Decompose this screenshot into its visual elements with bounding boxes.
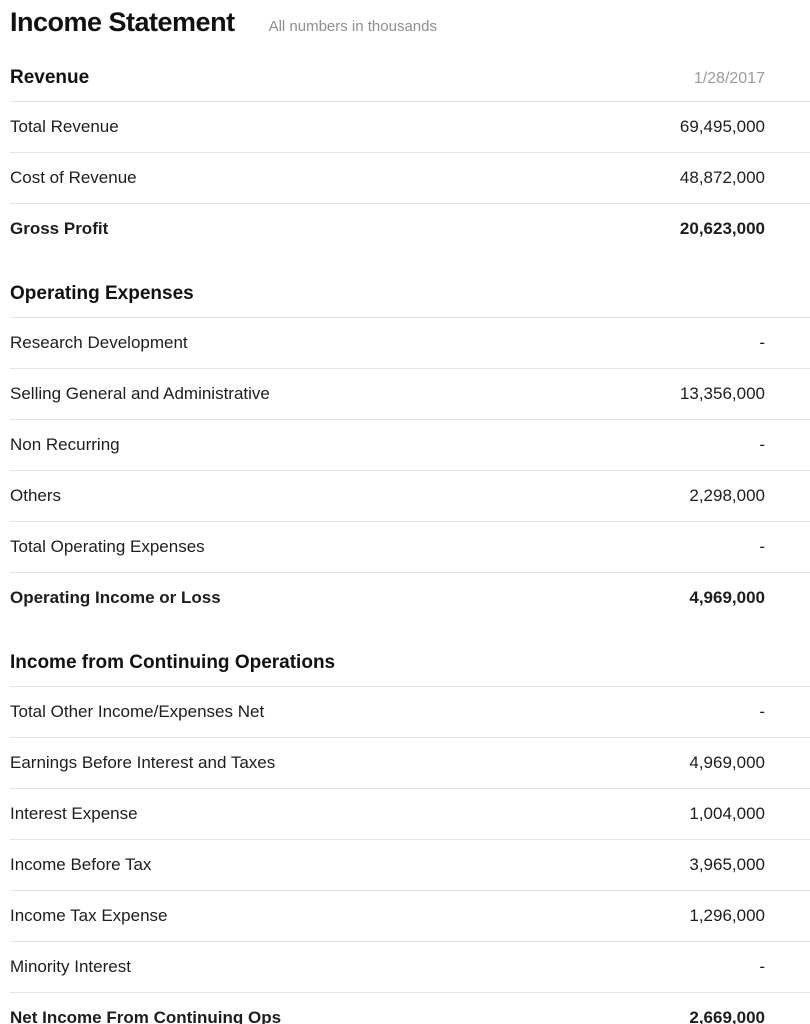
table-row: Income Before Tax 3,965,000 (10, 839, 810, 890)
row-value: - (759, 537, 765, 556)
row-label: Research Development (10, 333, 188, 352)
row-label: Income Tax Expense (10, 906, 168, 925)
row-label: Earnings Before Interest and Taxes (10, 753, 276, 772)
row-label: Interest Expense (10, 804, 138, 823)
row-value: 13,356,000 (679, 384, 765, 403)
section-header-continuing-operations: Income from Continuing Operations (10, 652, 810, 674)
row-value: - (759, 435, 765, 454)
table-row: Minority Interest - (10, 941, 810, 992)
table-row: Income Tax Expense 1,296,000 (10, 890, 810, 941)
column-date: 1/28/2017 (693, 70, 765, 87)
row-label: Minority Interest (10, 957, 131, 976)
row-label: Cost of Revenue (10, 168, 137, 187)
table-row-total: Gross Profit 20,623,000 (10, 203, 810, 254)
table-row: Total Operating Expenses - (10, 521, 810, 572)
row-value: 2,298,000 (689, 486, 765, 505)
table-row: Total Other Income/Expenses Net - (10, 686, 810, 737)
row-value: 48,872,000 (679, 168, 765, 187)
row-label: Selling General and Administrative (10, 384, 270, 403)
page-title: Income Statement (10, 7, 235, 37)
table-row: Non Recurring - (10, 419, 810, 470)
section-operating-expenses: Operating Expenses Research Development … (10, 283, 810, 623)
row-value: 69,495,000 (679, 117, 765, 136)
section-continuing-operations: Income from Continuing Operations Total … (10, 652, 810, 1024)
row-value: 4,969,000 (689, 753, 765, 772)
row-label: Net Income From Continuing Ops (10, 1008, 282, 1024)
row-value: 4,969,000 (689, 588, 765, 607)
row-label: Total Other Income/Expenses Net (10, 702, 265, 721)
section-revenue: Revenue 1/28/2017 Total Revenue 69,495,0… (10, 67, 810, 254)
section-header-operating-expenses: Operating Expenses (10, 283, 810, 305)
table-row: Total Revenue 69,495,000 (10, 101, 810, 152)
table-row-total: Operating Income or Loss 4,969,000 (10, 572, 810, 623)
row-label: Gross Profit (10, 219, 109, 238)
row-value: 1,004,000 (689, 804, 765, 823)
title-bar: Income Statement All numbers in thousand… (10, 0, 810, 38)
table-row: Others 2,298,000 (10, 470, 810, 521)
row-value: - (759, 333, 765, 352)
section-title: Revenue (10, 67, 90, 88)
table-row: Interest Expense 1,004,000 (10, 788, 810, 839)
row-value: 1,296,000 (689, 906, 765, 925)
table-row-total: Net Income From Continuing Ops 2,669,000 (10, 992, 810, 1024)
row-value: - (759, 702, 765, 721)
table-row: Research Development - (10, 317, 810, 368)
table-row: Cost of Revenue 48,872,000 (10, 152, 810, 203)
section-title: Operating Expenses (10, 283, 194, 304)
row-value: 20,623,000 (679, 219, 765, 238)
row-label: Operating Income or Loss (10, 588, 221, 607)
row-label: Total Revenue (10, 117, 119, 136)
row-label: Non Recurring (10, 435, 120, 454)
row-label: Total Operating Expenses (10, 537, 205, 556)
row-value: - (759, 957, 765, 976)
row-label: Income Before Tax (10, 855, 152, 874)
units-note: All numbers in thousands (268, 18, 437, 35)
table-row: Selling General and Administrative 13,35… (10, 368, 810, 419)
section-title: Income from Continuing Operations (10, 652, 336, 673)
table-row: Earnings Before Interest and Taxes 4,969… (10, 737, 810, 788)
row-label: Others (10, 486, 62, 505)
section-header-revenue: Revenue 1/28/2017 (10, 67, 810, 89)
row-value: 2,669,000 (689, 1008, 765, 1024)
row-value: 3,965,000 (689, 855, 765, 874)
